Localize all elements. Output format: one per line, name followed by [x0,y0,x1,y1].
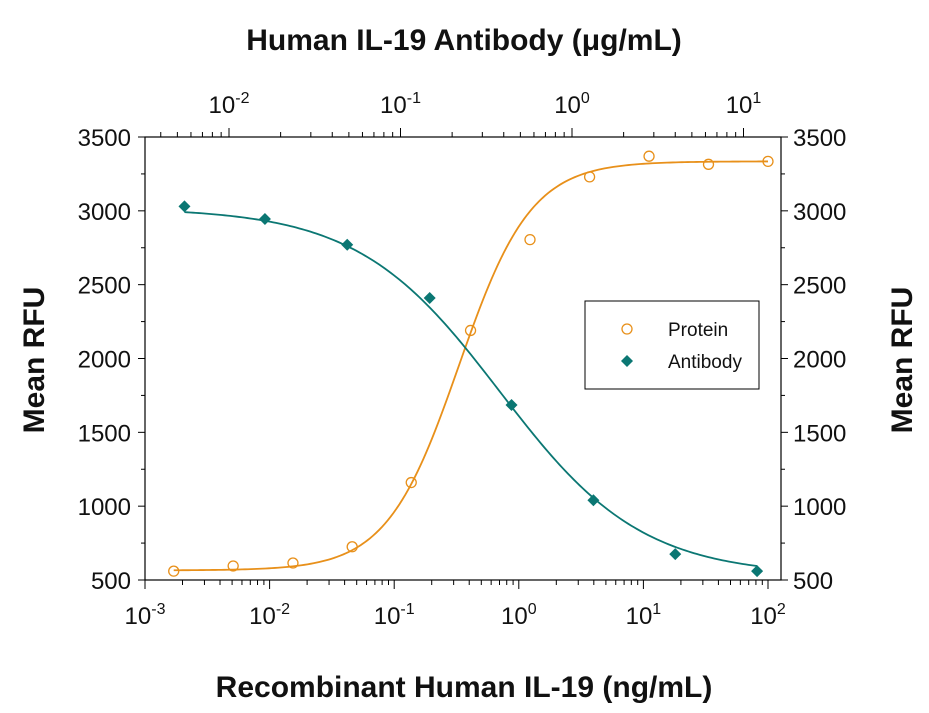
protein-point [287,557,299,569]
y-tick-label-right: 2500 [793,273,846,300]
protein-point [464,324,477,337]
protein-point [346,541,358,553]
y-tick-label-left: 3000 [78,199,131,226]
x-tick-label-bottom: 100 [501,601,537,630]
x-tick-label-top: 100 [554,90,590,119]
y-tick-label-left: 500 [91,568,131,595]
protein-point [405,476,417,489]
y-tick-label-right: 3000 [793,199,846,226]
legend-antibody-label: Antibody [668,352,742,373]
antibody-point [341,238,354,251]
antibody-point [587,494,600,507]
protein-point [762,155,774,168]
x-tick-label-top: 10-2 [209,90,250,119]
y-tick-label-left: 1500 [78,420,131,447]
protein-point [168,565,180,577]
x-tick-label-bottom: 10-2 [249,601,290,630]
protein-point [702,158,715,170]
legend-antibody-marker [621,355,633,367]
x-tick-label-bottom: 10-3 [125,601,166,630]
y-tick-label-left: 1000 [78,494,131,521]
y-tick-label-left: 3500 [78,125,131,152]
antibody-point [669,548,682,561]
legend: Protein Antibody [584,300,760,390]
x-axis-title: Recombinant Human IL-19 (ng/mL) [216,671,713,704]
curves-layer [173,160,769,572]
y-axis-title-right: Mean RFU [886,287,919,434]
y-tick-label-right: 500 [793,568,833,595]
legend-protein-marker [621,323,633,335]
antibody-point [423,291,436,304]
top-axis-title: Human IL-19 Antibody (μg/mL) [246,24,682,57]
antibody-point [505,399,518,412]
antibody-fit-curve [184,211,758,567]
protein-point [524,233,536,246]
x-tick-label-bottom: 10-1 [374,601,415,630]
antibody-point [751,565,764,578]
x-tick-label-top: 10-1 [380,90,421,119]
legend-box [584,300,760,390]
antibody-point [178,200,191,213]
y-tick-label-right: 1500 [793,420,846,447]
protein-fit-curve [173,160,769,572]
y-axis-title-left: Mean RFU [18,287,51,434]
x-tick-label-bottom: 102 [750,601,786,630]
y-tick-label-right: 2000 [793,347,846,374]
legend-protein-label: Protein [668,320,728,341]
protein-point [643,150,655,162]
antibody-point [258,212,271,225]
protein-point [227,560,239,572]
y-tick-label-left: 2500 [78,273,131,300]
ticks-layer: 500 500 1000 1000 1500 1500 2000 2000 2500 2500 30… [78,90,847,630]
y-tick-label-left: 2000 [78,347,131,374]
protein-point [583,171,596,183]
y-tick-label-right: 3500 [793,125,846,152]
points-layer [168,150,774,578]
y-tick-label-right: 1000 [793,494,846,521]
x-tick-label-top: 101 [726,90,762,119]
x-tick-label-bottom: 101 [626,601,662,630]
